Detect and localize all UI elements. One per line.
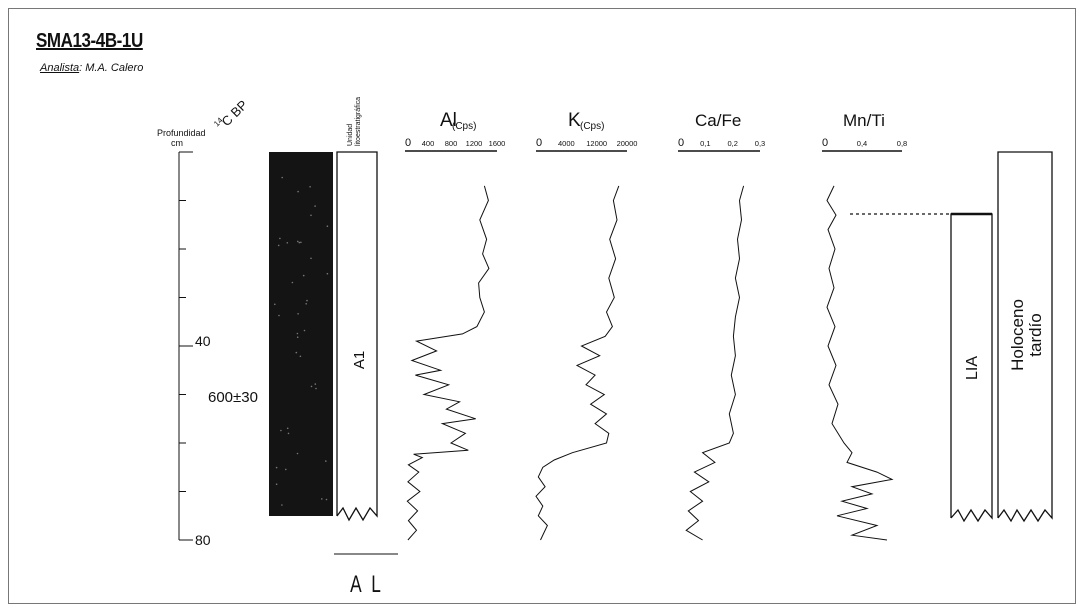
analyst-line: Analista: M.A. Calero	[40, 62, 143, 74]
core-speckle	[326, 225, 329, 227]
track-tick-label: 0,8	[897, 139, 907, 148]
core-speckle	[296, 336, 299, 339]
core-speckle	[310, 385, 313, 388]
zone-holocene-label: Holoceno tardío	[1008, 299, 1045, 371]
lithology-bottom-label: A L	[350, 571, 384, 597]
core-speckle	[275, 466, 278, 469]
track-tick-label: 4000	[558, 139, 575, 148]
core-speckle	[277, 244, 280, 247]
track-tick-label: 800	[445, 139, 458, 148]
core-speckle	[309, 186, 311, 188]
track-tick-label: 0	[405, 137, 411, 149]
lithology-unit-label: A1	[351, 351, 368, 369]
core-speckle	[298, 241, 301, 244]
core-speckle	[326, 272, 329, 275]
core-speckle	[275, 483, 278, 486]
track-tick-label: 0	[822, 137, 828, 149]
depth-tick-label-80: 80	[195, 532, 211, 548]
depth-axis-unit: cm	[171, 138, 183, 148]
age-header-text: C BP	[218, 97, 250, 129]
core-speckle	[278, 314, 280, 317]
core-speckle	[297, 190, 299, 193]
track-series-line	[685, 185, 745, 541]
track-tick-label: 0	[678, 137, 684, 149]
core-speckle	[325, 498, 328, 501]
core-speckle	[274, 303, 276, 306]
zone-lia-label: LIA	[964, 356, 981, 380]
zone-holocene-label-line2: tardío	[1026, 313, 1045, 356]
core-speckle	[291, 281, 294, 284]
track-unit: (Cps)	[452, 121, 476, 132]
core-speckle	[305, 303, 308, 305]
core-speckle	[286, 242, 289, 244]
core-speckle	[280, 429, 282, 432]
track-title: Mn/Ti	[843, 111, 885, 130]
core-speckle	[297, 313, 299, 315]
track-tick-label: 0	[536, 137, 542, 149]
depth-tick-label-40: 40	[195, 333, 211, 349]
lithology-header: Unidad litoestratigráfica	[347, 97, 362, 146]
core-speckle	[310, 214, 312, 217]
core-speckle	[295, 351, 298, 354]
core-speckle	[287, 432, 290, 435]
lithology-column	[336, 151, 378, 522]
core-photo-speckles	[274, 176, 329, 506]
analyst-name: : M.A. Calero	[79, 62, 144, 74]
core-speckle	[281, 504, 283, 506]
track-title: Al	[440, 110, 457, 131]
core-speckle	[325, 460, 327, 462]
age-sample-label: 600±30	[208, 389, 258, 406]
track-title: Ca/Fe	[695, 111, 741, 130]
lithology-header-line1: Unidad	[347, 124, 354, 146]
core-speckle	[279, 237, 281, 240]
track-title: K	[568, 110, 581, 131]
figure-frame	[8, 8, 1076, 604]
core-photo	[269, 152, 333, 516]
age-header: 14 C BP	[212, 97, 250, 129]
track-tick-label: 0,1	[700, 139, 710, 148]
core-speckle	[314, 205, 316, 207]
depth-axis-label: Profundidad	[157, 128, 206, 138]
track-unit: (Cps)	[580, 121, 604, 132]
track-tick-label: 400	[422, 139, 435, 148]
track-tick-label: 12000	[586, 139, 607, 148]
track-series-line	[535, 185, 620, 541]
track-tick-label: 20000	[617, 139, 638, 148]
core-speckle	[296, 452, 299, 455]
zone-holocene-label-line1: Holoceno	[1008, 299, 1027, 371]
core-speckle	[321, 498, 323, 500]
core-speckle	[285, 468, 287, 471]
track-tick-label: 1600	[489, 139, 506, 148]
core-speckle	[303, 329, 306, 332]
core-speckle	[299, 355, 302, 358]
core-speckle	[286, 427, 289, 430]
track-series-line	[406, 185, 490, 541]
track-tick-label: 0,3	[755, 139, 765, 148]
analyst-label: Analista	[40, 62, 80, 74]
track-mn-ti: Mn/Ti 0 0,4 0,8	[822, 111, 907, 541]
core-speckle	[314, 383, 317, 385]
lithology-header-line2: litoestratigráfica	[355, 97, 362, 146]
track-series-line	[826, 185, 894, 541]
track-k: K (Cps) 0 4000 12000 20000	[535, 110, 638, 541]
zone-holocene-column	[997, 151, 1053, 523]
core-speckle	[310, 257, 312, 260]
core-speckle	[300, 241, 302, 244]
core-speckle	[306, 299, 308, 302]
core-speckle	[315, 387, 317, 390]
core-speckle	[297, 240, 299, 243]
core-speckle	[281, 176, 284, 179]
core-speckle	[296, 332, 299, 335]
core-title: SMA13-4B-1U	[36, 30, 143, 52]
track-al: Al(Cps) 0 400 800 1200 1600	[405, 110, 506, 541]
track-tick-label: 0,4	[857, 139, 867, 148]
track-tick-label: 1200	[466, 139, 483, 148]
depth-axis: Profundidad cm 40 80	[157, 128, 211, 548]
track-ca-fe: Ca/Fe 0 0,1 0,2 0,3	[678, 111, 765, 541]
core-speckle	[302, 274, 305, 277]
track-tick-label: 0,2	[727, 139, 737, 148]
